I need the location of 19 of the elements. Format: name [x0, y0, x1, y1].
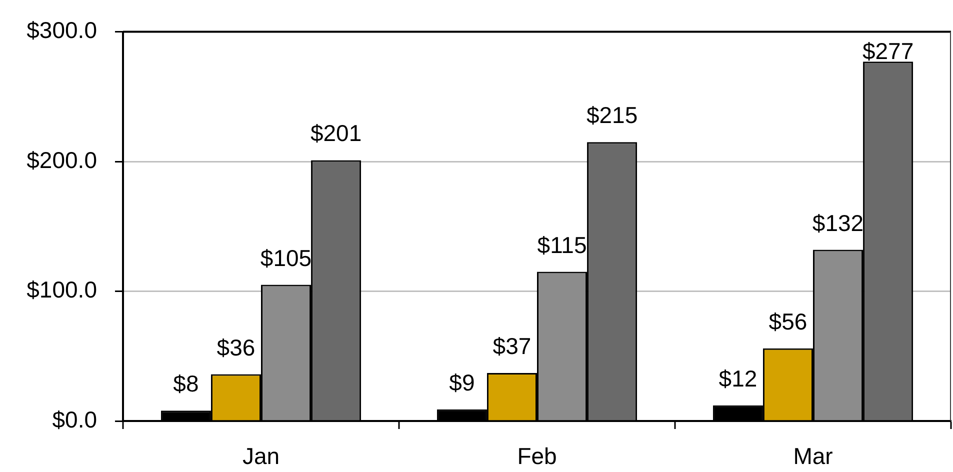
- x-tick-label: Mar: [793, 443, 834, 470]
- x-tick-label: Feb: [517, 443, 557, 470]
- data-label: $36: [216, 334, 256, 360]
- data-label: $9: [449, 369, 475, 396]
- x-tick-label: Jan: [242, 443, 280, 470]
- data-label: $277: [862, 38, 914, 64]
- data-label: $56: [768, 308, 808, 334]
- y-tick-label: $200.0: [26, 146, 97, 173]
- y-tick-label: $300.0: [26, 17, 97, 44]
- data-label: $115: [537, 232, 587, 258]
- data-label: $105: [260, 244, 312, 271]
- data-label: $37: [492, 333, 532, 359]
- data-label: $8: [173, 370, 199, 397]
- data-label: $132: [812, 210, 864, 236]
- data-label: $201: [310, 120, 362, 146]
- y-tick-label: $100.0: [26, 276, 97, 303]
- y-tick-label: $0.0: [52, 406, 97, 432]
- data-label: $215: [586, 102, 638, 128]
- data-label: $12: [718, 365, 758, 392]
